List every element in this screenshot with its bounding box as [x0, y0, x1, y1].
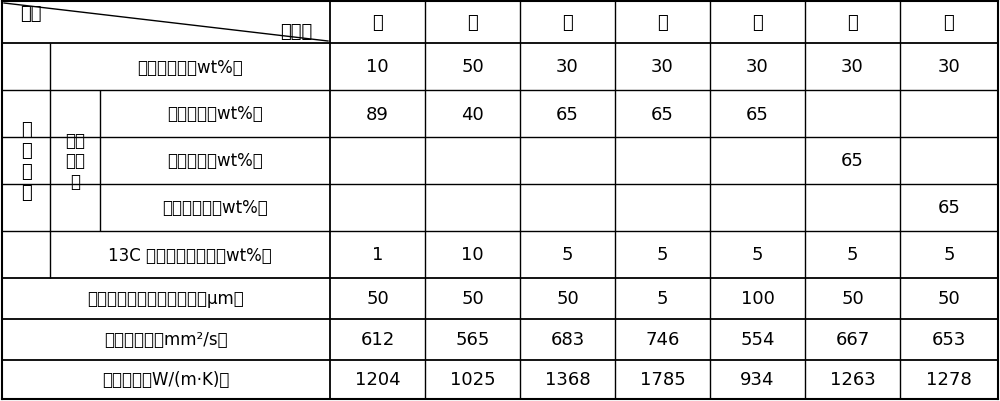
Text: 二: 二 — [467, 14, 478, 32]
Text: 30: 30 — [746, 59, 769, 76]
Text: 混
合
溶
液: 混 合 溶 液 — [21, 121, 31, 201]
Text: 1: 1 — [372, 246, 383, 264]
Text: 30: 30 — [938, 59, 960, 76]
Text: 50: 50 — [461, 59, 484, 76]
Text: 聚乙烯醇（wt%）: 聚乙烯醇（wt%） — [167, 105, 263, 123]
Text: 高定向热解石墨膜的厚度（μm）: 高定向热解石墨膜的厚度（μm） — [88, 290, 244, 308]
Text: 50: 50 — [366, 290, 389, 308]
Text: 1263: 1263 — [830, 371, 875, 389]
Text: 30: 30 — [556, 59, 579, 76]
Text: 40: 40 — [461, 105, 484, 123]
Text: 六: 六 — [847, 14, 858, 32]
Text: 100: 100 — [741, 290, 774, 308]
Text: 30: 30 — [841, 59, 864, 76]
Text: 1785: 1785 — [640, 371, 685, 389]
Text: 65: 65 — [651, 105, 674, 123]
Text: 实施例: 实施例 — [280, 23, 312, 41]
Text: 683: 683 — [550, 331, 585, 348]
Text: 一: 一 — [372, 14, 383, 32]
Text: 三: 三 — [562, 14, 573, 32]
Text: 746: 746 — [645, 331, 680, 348]
Text: 五: 五 — [752, 14, 763, 32]
Text: 氧化石墨烯（wt%）: 氧化石墨烯（wt%） — [137, 59, 243, 76]
Text: 612: 612 — [360, 331, 395, 348]
Text: 5: 5 — [847, 246, 858, 264]
Text: 1204: 1204 — [355, 371, 400, 389]
Text: 10: 10 — [461, 246, 484, 264]
Text: 50: 50 — [938, 290, 960, 308]
Text: 项目: 项目 — [20, 5, 42, 23]
Text: 653: 653 — [932, 331, 966, 348]
Text: 1368: 1368 — [545, 371, 590, 389]
Text: 聚酰亚胺（wt%）: 聚酰亚胺（wt%） — [167, 152, 263, 170]
Text: 热扩散系数（mm²/s）: 热扩散系数（mm²/s） — [104, 331, 228, 348]
Text: 聚丙烯酰胺（wt%）: 聚丙烯酰胺（wt%） — [162, 199, 268, 217]
Text: 1025: 1025 — [450, 371, 495, 389]
Text: 65: 65 — [841, 152, 864, 170]
Text: 50: 50 — [841, 290, 864, 308]
Text: 65: 65 — [556, 105, 579, 123]
Text: 5: 5 — [657, 246, 668, 264]
Text: 10: 10 — [366, 59, 389, 76]
Text: 554: 554 — [740, 331, 775, 348]
Text: 5: 5 — [752, 246, 763, 264]
Text: 导电
高分
子: 导电 高分 子 — [65, 132, 85, 191]
Text: 934: 934 — [740, 371, 775, 389]
Text: 四: 四 — [657, 14, 668, 32]
Text: 50: 50 — [461, 290, 484, 308]
Text: 50: 50 — [556, 290, 579, 308]
Text: 5: 5 — [657, 290, 668, 308]
Text: 导热系数（W/(m·K)）: 导热系数（W/(m·K)） — [102, 371, 230, 389]
Text: 65: 65 — [746, 105, 769, 123]
Text: 5: 5 — [943, 246, 955, 264]
Text: 565: 565 — [455, 331, 490, 348]
Text: 667: 667 — [835, 331, 870, 348]
Text: 89: 89 — [366, 105, 389, 123]
Text: 七: 七 — [944, 14, 954, 32]
Text: 65: 65 — [938, 199, 960, 217]
Text: 30: 30 — [651, 59, 674, 76]
Text: 13C 同位素合成石墨（wt%）: 13C 同位素合成石墨（wt%） — [108, 246, 272, 264]
Text: 1278: 1278 — [926, 371, 972, 389]
Text: 5: 5 — [562, 246, 573, 264]
